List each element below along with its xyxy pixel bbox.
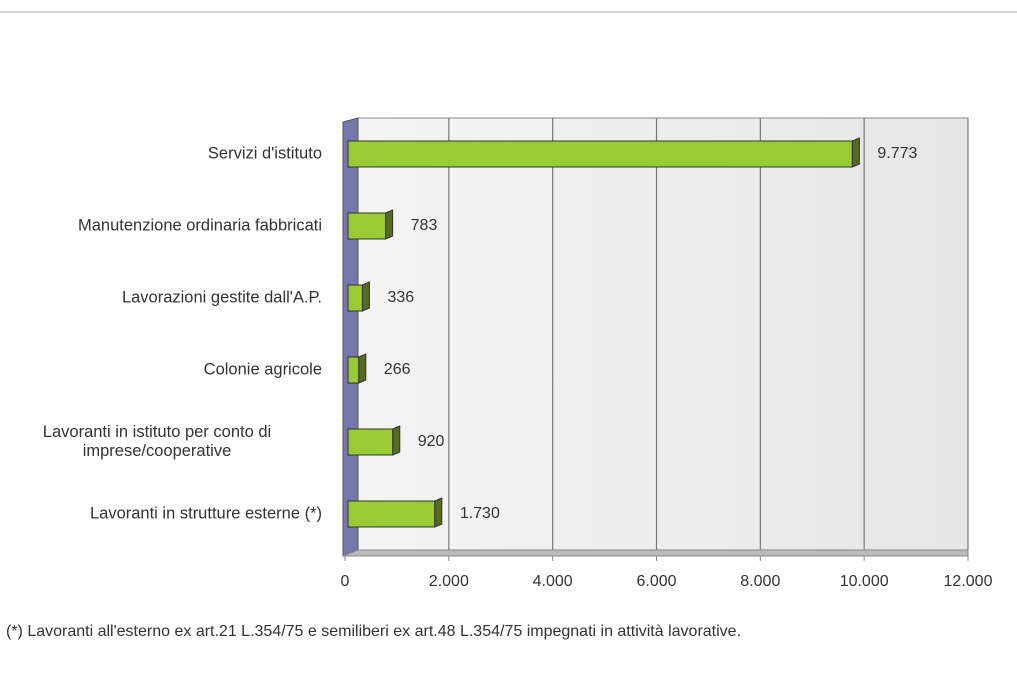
value-label: 783 [411,217,438,234]
value-label: 336 [387,289,414,306]
bar [347,212,387,240]
floor [342,549,969,557]
x-tick-label: 8.000 [740,573,780,590]
footnote: (*) Lavoranti all'esterno ex art.21 L.35… [6,623,742,640]
bar-side [851,137,860,168]
bar [347,284,363,312]
value-label: 266 [384,361,411,378]
bar [347,356,360,384]
bar [347,500,436,528]
value-label: 920 [418,433,445,450]
x-tick-label: 12.000 [944,573,993,590]
bar-side [392,425,401,456]
bar-side [385,209,394,240]
x-tick-label: 0 [341,573,350,590]
bar-side [434,497,443,528]
bar [347,428,394,456]
y-tick-label: Colonie agricole [203,360,322,379]
y-tick-label: Servizi d'istituto [207,144,322,163]
bar [347,140,853,168]
bar-side [361,281,370,312]
y-tick-label: Lavoranti in istituto per conto di impre… [42,423,272,460]
value-label: 9.773 [877,145,917,162]
value-label: 1.730 [460,505,500,522]
plot-area [357,117,969,551]
x-tick-label: 6.000 [636,573,676,590]
x-tick-label: 10.000 [840,573,889,590]
bar-side [358,353,367,384]
left-wall [342,117,359,557]
x-tick-label: 2.000 [429,573,469,590]
x-tick-label: 4.000 [533,573,573,590]
y-tick-label: Manutenzione ordinaria fabbricati [78,216,322,235]
y-tick-label: Lavorazioni gestite dall'A.P. [121,288,322,307]
y-tick-label: Lavoranti in strutture esterne (*) [89,504,322,523]
